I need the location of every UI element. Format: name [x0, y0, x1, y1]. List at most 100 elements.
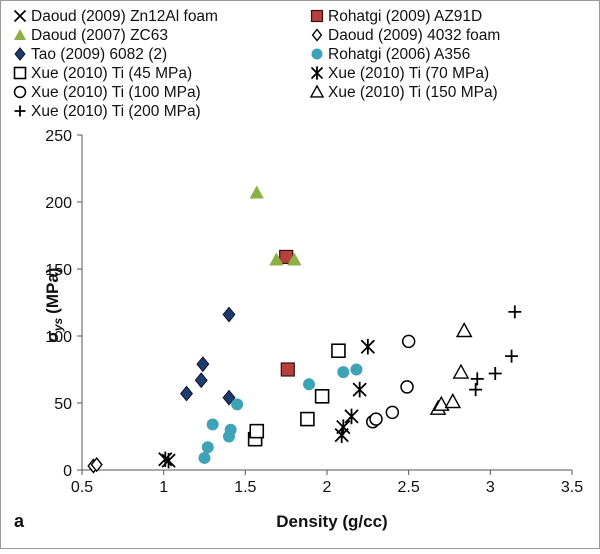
data-point — [206, 418, 219, 431]
data-point — [505, 349, 519, 363]
data-point — [401, 334, 416, 349]
y-tick-label: 250 — [45, 128, 72, 145]
data-point — [201, 441, 214, 454]
data-point — [231, 398, 244, 411]
data-point — [280, 362, 295, 377]
series-group — [87, 457, 103, 474]
data-point — [194, 372, 208, 389]
x-tick-label: 0.5 — [71, 479, 93, 496]
data-point — [331, 343, 346, 359]
legend-marker — [311, 28, 323, 42]
data-point — [222, 389, 236, 406]
x-tick-label: 3 — [486, 479, 495, 496]
legend: Daoud (2009) Zn12Al foam Rohatgi (2009) A… — [13, 8, 500, 120]
series-group — [158, 338, 375, 469]
data-point — [161, 452, 176, 469]
data-point — [455, 322, 473, 338]
data-point — [444, 393, 462, 409]
legend-marker — [310, 9, 324, 23]
series-group — [429, 322, 473, 415]
data-point — [470, 372, 484, 386]
data-point — [336, 419, 351, 435]
data-point — [249, 185, 264, 199]
data-point — [350, 363, 363, 376]
data-point — [300, 411, 315, 427]
y-tick-label: 150 — [45, 262, 72, 279]
legend-item: Xue (2010) Ti (100 MPa) — [13, 84, 201, 101]
legend-label: Rohatgi (2009) AZ91D — [328, 8, 482, 25]
data-point — [287, 252, 302, 266]
y-tick-label: 50 — [54, 396, 72, 413]
data-point — [196, 356, 210, 373]
y-axis-label: σys (MPa) — [43, 268, 65, 343]
data-point — [469, 383, 483, 397]
data-point — [352, 381, 367, 398]
y-axis-label-unit: (MPa) — [43, 268, 62, 314]
data-point — [360, 338, 375, 355]
legend-label: Xue (2010) Ti (70 MPa) — [328, 65, 489, 82]
series-group — [180, 306, 236, 406]
x-axis-label: Density (g/cc) — [276, 512, 387, 531]
y-tick-label: 100 — [45, 329, 72, 346]
data-point — [269, 252, 284, 266]
series-group — [365, 334, 416, 429]
data-point — [90, 457, 103, 473]
data-point — [452, 363, 470, 379]
y-axis-label-subscript: ys — [51, 318, 65, 333]
series-group — [249, 185, 302, 266]
legend-label: Xue (2010) Ti (100 MPa) — [31, 84, 201, 101]
y-tick-label: 0 — [63, 463, 72, 480]
data-point — [222, 306, 236, 323]
legend-marker — [311, 48, 323, 60]
legend-label: Daoud (2009) Zn12Al foam — [31, 8, 218, 25]
legend-marker — [14, 105, 26, 117]
series-group — [469, 305, 522, 397]
x-tick-label: 3.5 — [561, 479, 583, 496]
legend-item: Rohatgi (2009) AZ91D — [310, 8, 482, 25]
legend-marker — [14, 47, 26, 61]
x-tick-label: 2 — [323, 479, 332, 496]
legend-item: Rohatgi (2006) A356 — [311, 46, 470, 63]
data-point — [488, 367, 502, 381]
x-tick-label: 1 — [159, 479, 168, 496]
data-point — [303, 378, 316, 391]
y-tick-label: 200 — [45, 195, 72, 212]
legend-label: Rohatgi (2006) A356 — [328, 46, 470, 63]
legend-item: Xue (2010) Ti (150 MPa) — [309, 84, 498, 101]
legend-item: Daoud (2009) Zn12Al foam — [13, 8, 218, 25]
legend-marker — [13, 66, 27, 80]
data-point — [508, 305, 522, 319]
panel-label: a — [14, 511, 25, 531]
data-point — [337, 366, 350, 379]
legend-label: Daoud (2007) ZC63 — [31, 27, 168, 44]
legend-item: Daoud (2007) ZC63 — [13, 27, 168, 44]
series-group — [198, 363, 363, 464]
x-tick-label: 1.5 — [234, 479, 256, 496]
legend-label: Xue (2010) Ti (200 MPa) — [31, 103, 201, 120]
legend-label: Tao (2009) 6082 (2) — [31, 46, 167, 63]
legend-label: Xue (2010) Ti (150 MPa) — [328, 84, 498, 101]
data-point — [224, 423, 237, 436]
legend-marker — [13, 28, 27, 40]
legend-label: Xue (2010) Ti (45 MPa) — [31, 65, 192, 82]
data-point — [249, 423, 265, 439]
axes: 0.5 1 1.5 2 2.5 3 3.5 0 50 100 150 200 250 — [45, 128, 583, 496]
legend-item: Tao (2009) 6082 (2) — [14, 46, 167, 63]
data-point — [432, 395, 450, 411]
y-axis-label-symbol: σ — [43, 330, 62, 342]
data-point — [385, 405, 400, 420]
legend-marker — [13, 9, 27, 23]
data-point — [198, 451, 211, 464]
legend-marker — [309, 84, 325, 98]
legend-label: Daoud (2009) 4032 foam — [328, 27, 500, 44]
legend-item: Xue (2010) Ti (70 MPa) — [310, 65, 489, 82]
legend-marker — [13, 85, 27, 99]
legend-item: Daoud (2009) 4032 foam — [311, 27, 500, 44]
data-point — [369, 412, 383, 426]
data-points — [87, 185, 522, 474]
x-tick-label: 2.5 — [398, 479, 420, 496]
series-group — [247, 343, 346, 447]
